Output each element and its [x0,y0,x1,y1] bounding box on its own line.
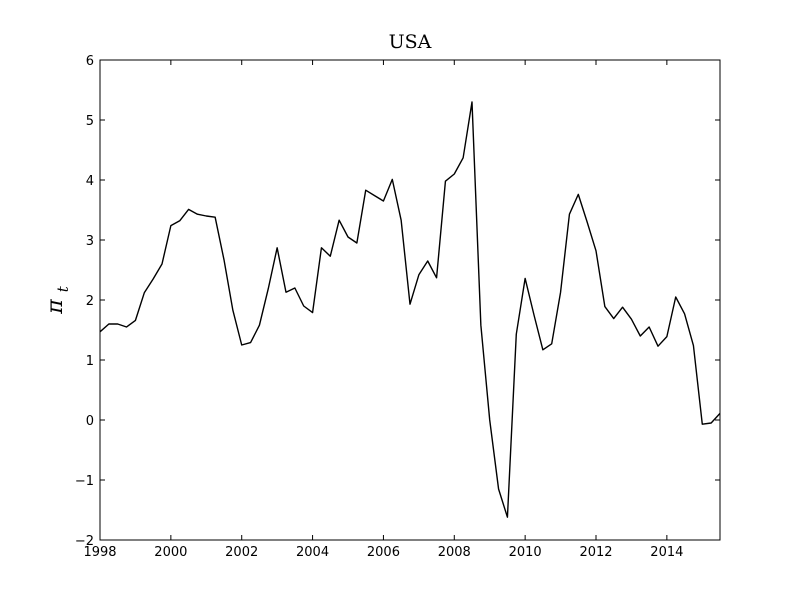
x-tick-label: 2002 [225,545,258,560]
series-line [99,101,721,518]
x-tick-label: 1998 [83,545,116,560]
x-axis: 1998 2000 2002 2004 2006 2008 2010 2012 2014 [83,60,683,560]
y-tick-label: −1 [75,474,94,489]
chart-title: USA [389,31,432,53]
x-tick-label: 2006 [367,545,400,560]
x-tick-label: 2014 [650,545,683,560]
y-tick-label: 3 [86,234,94,249]
y-tick-label: 5 [86,114,94,129]
y-axis: −2 −1 0 1 2 3 4 5 6 [75,54,720,549]
x-tick-label: 2010 [509,545,542,560]
y-tick-label: 0 [86,414,94,429]
y-axis-label: π t [43,285,72,314]
x-tick-label: 2008 [438,545,471,560]
x-tick-label: 2000 [154,545,187,560]
y-axis-label-base: π [43,299,68,315]
y-tick-label: −2 [75,534,94,549]
x-tick-label: 2012 [579,545,612,560]
y-tick-label: 2 [86,294,94,309]
y-axis-label-subscript: t [54,285,72,292]
plot-area [99,59,721,541]
y-tick-label: 6 [86,54,94,69]
y-tick-label: 4 [86,174,94,189]
x-tick-label: 2004 [296,545,329,560]
y-tick-label: 1 [86,354,94,369]
